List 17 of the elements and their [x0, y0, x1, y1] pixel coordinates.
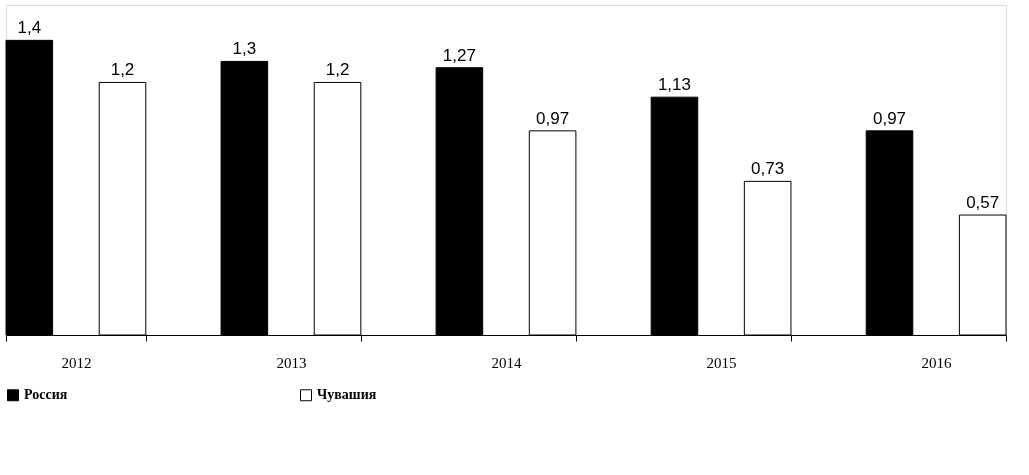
data-label: 1,13 — [657, 75, 692, 95]
legend-label: Россия — [24, 387, 68, 403]
legend-label: Чувашия — [317, 387, 377, 403]
data-label: 0,57 — [966, 193, 1000, 213]
data-label: 0,73 — [751, 159, 785, 179]
data-label: 1,3 — [232, 39, 257, 59]
x-tick-label: 2013 — [276, 354, 307, 371]
x-tick-label: 2012 — [61, 354, 92, 371]
data-label: 0,97 — [872, 108, 907, 128]
data-label: 1,4 — [17, 18, 42, 38]
data-label: 1,2 — [325, 60, 350, 80]
x-tick-label: 2016 — [921, 354, 953, 371]
data-label: 1,27 — [442, 45, 476, 65]
data-label: 0,97 — [536, 108, 570, 128]
x-tick-label: 2014 — [491, 354, 522, 371]
data-label: 1,2 — [110, 60, 135, 80]
x-tick-label: 2015 — [706, 354, 737, 371]
